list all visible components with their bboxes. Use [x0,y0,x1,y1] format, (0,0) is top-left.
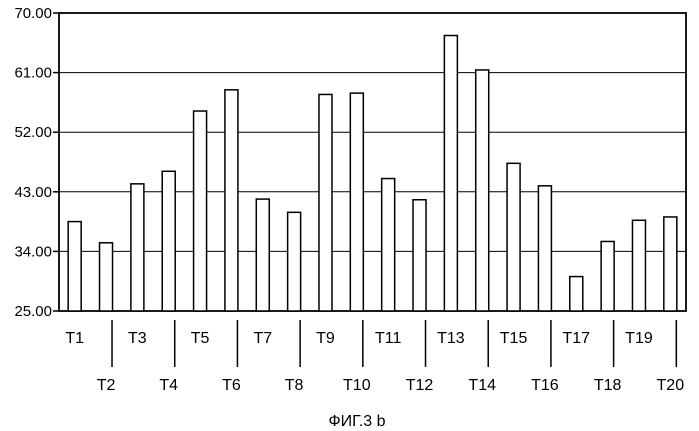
x-tick-label: T2 [97,377,116,394]
figure-caption: ФИГ.3 b [328,413,385,430]
bar [538,186,551,311]
x-tick-label: T4 [159,377,178,394]
y-tick-label: 34.00 [14,243,52,260]
bars [68,36,677,311]
bar [194,111,207,311]
x-tick-label: T5 [191,330,210,347]
bar [382,179,395,311]
y-tick-label: 52.00 [14,124,52,141]
bar [131,184,144,311]
y-tick-labels: 25.00 34.00 43.00 52.00 61.00 70.00 [14,5,52,320]
bar [476,70,489,311]
x-tick-label: T17 [562,330,590,347]
x-tick-label: T18 [594,377,622,394]
x-tick-label: T9 [316,330,335,347]
bar [225,90,238,311]
x-tick-label: T20 [657,377,685,394]
bar [100,243,113,311]
x-tick-label: T16 [531,377,559,394]
bar [444,36,457,311]
x-tick-label: T3 [128,330,147,347]
bar [570,277,583,311]
bar [288,212,301,311]
x-tick-labels: T1 T2 T3 T4 T5 T6 T7 T8 T9 T10 T11 T12 T13 T14 T15 T16 T… [65,320,684,394]
plot-frame [59,13,686,311]
bar [319,94,332,311]
gridlines [59,73,686,252]
bar [350,93,363,311]
bar [632,220,645,311]
bar [256,199,269,311]
bar [664,217,677,311]
y-tick-label: 61.00 [14,65,52,82]
bar [507,163,520,311]
bar [162,171,175,311]
x-tick-label: T14 [468,377,496,394]
bar [601,241,614,311]
x-tick-label: T19 [625,330,653,347]
y-tick-label: 25.00 [14,303,52,320]
bar [413,200,426,311]
y-tick-label: 70.00 [14,5,52,22]
axes [53,13,686,311]
x-tick-label: T10 [343,377,371,394]
x-tick-label: T12 [406,377,434,394]
x-tick-label: T11 [375,330,401,347]
x-tick-label: T8 [285,377,304,394]
x-tick-label: T7 [253,330,272,347]
y-tick-label: 43.00 [14,184,52,201]
x-tick-label: T13 [437,330,465,347]
x-tick-label: T1 [65,330,84,347]
x-tick-label: T6 [222,377,241,394]
bar [68,222,81,311]
x-tick-label: T15 [500,330,528,347]
